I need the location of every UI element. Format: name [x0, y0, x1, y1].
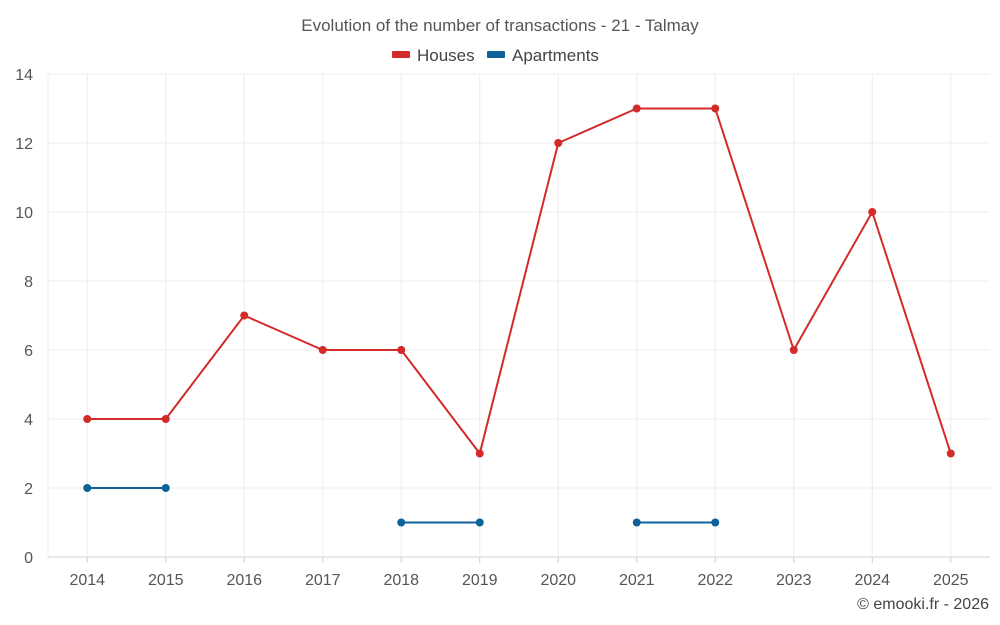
- y-tick-label: 4: [24, 412, 33, 429]
- y-tick-label: 14: [15, 67, 33, 84]
- x-tick-label: 2020: [540, 572, 576, 589]
- x-tick-label: 2021: [619, 572, 655, 589]
- x-tick-label: 2023: [776, 572, 812, 589]
- y-tick-label: 6: [24, 343, 33, 360]
- series-line-houses: [87, 107, 952, 455]
- data-point-apartments[interactable]: [632, 518, 641, 527]
- x-tick-label: 2024: [854, 572, 890, 589]
- x-tick-label: 2015: [148, 572, 184, 589]
- data-point-houses[interactable]: [240, 311, 249, 320]
- data-point-houses[interactable]: [554, 139, 563, 147]
- series-houses: [83, 104, 955, 458]
- x-tick-label: 2014: [69, 572, 105, 589]
- legend-label-houses: Houses: [417, 46, 475, 65]
- grid: [47, 73, 990, 558]
- y-tick-label: 8: [24, 274, 33, 291]
- legend-item-houses[interactable]: Houses: [392, 46, 475, 65]
- chart-title: Evolution of the number of transactions …: [301, 16, 699, 35]
- series-apartments: [83, 484, 720, 527]
- data-point-houses[interactable]: [868, 208, 877, 216]
- data-point-apartments[interactable]: [83, 484, 92, 492]
- data-point-houses[interactable]: [161, 415, 170, 423]
- data-point-houses[interactable]: [83, 415, 92, 423]
- data-point-houses[interactable]: [711, 104, 720, 113]
- legend-swatch-houses: [392, 51, 410, 58]
- y-tick-label: 10: [15, 205, 33, 222]
- y-axis: 0 2 4 6 8 10 12 14: [15, 67, 33, 567]
- data-point-houses[interactable]: [475, 449, 484, 458]
- x-tick-label: 2016: [226, 572, 262, 589]
- x-tick-label: 2018: [383, 572, 419, 589]
- data-point-apartments[interactable]: [161, 484, 170, 492]
- data-point-houses[interactable]: [946, 449, 955, 458]
- y-tick-label: 0: [24, 550, 33, 567]
- legend-label-apartments: Apartments: [512, 46, 599, 65]
- legend-swatch-apartments: [487, 51, 505, 58]
- y-tick-label: 2: [24, 481, 33, 498]
- data-point-houses[interactable]: [397, 346, 406, 354]
- legend: Houses Apartments: [392, 46, 599, 65]
- data-point-houses[interactable]: [789, 346, 798, 354]
- legend-item-apartments[interactable]: Apartments: [487, 46, 599, 65]
- data-point-apartments[interactable]: [711, 518, 720, 527]
- x-axis: 2014 2015 2016 2017 2018 2019 2020 2021 2022 2023…: [69, 557, 969, 589]
- x-tick-label: 2017: [305, 572, 341, 589]
- series-layer: [83, 104, 955, 527]
- copyright-credit: © emooki.fr - 2026: [857, 596, 989, 613]
- data-point-apartments[interactable]: [475, 518, 484, 527]
- data-point-houses[interactable]: [632, 104, 641, 113]
- data-point-houses[interactable]: [318, 346, 327, 354]
- y-tick-label: 12: [15, 136, 33, 153]
- x-tick-label: 2022: [697, 572, 733, 589]
- x-tick-label: 2019: [462, 572, 498, 589]
- data-point-apartments[interactable]: [397, 518, 406, 527]
- x-tick-label: 2025: [933, 572, 969, 589]
